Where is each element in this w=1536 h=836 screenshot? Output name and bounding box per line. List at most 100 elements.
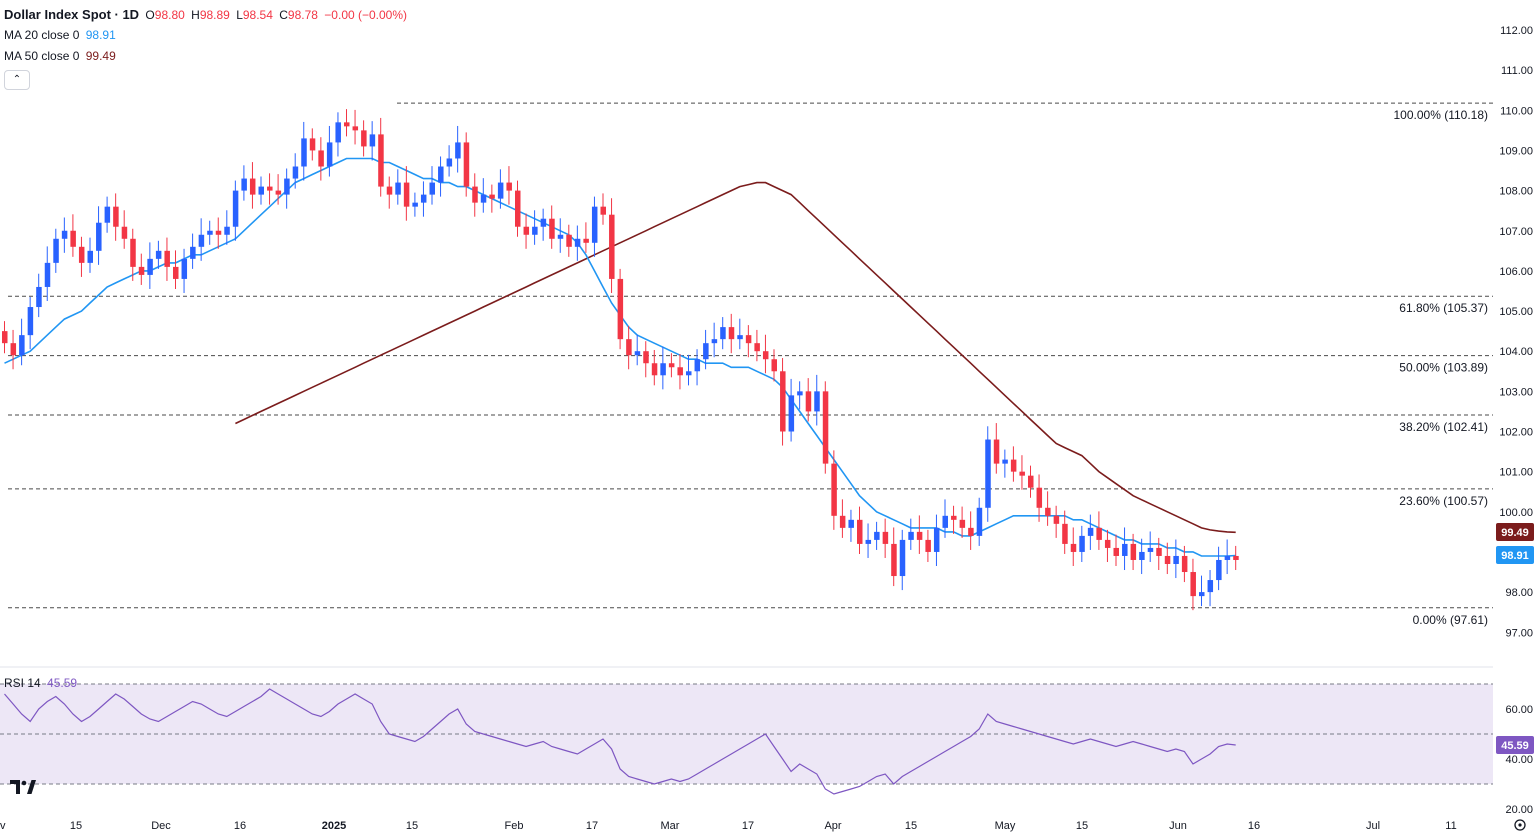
price-tick-3: 109.00 <box>1499 145 1533 157</box>
candle-body-128 <box>1096 527 1102 540</box>
candle-body-21 <box>181 258 188 279</box>
candle-body-135 <box>1156 547 1162 556</box>
candle-body-92 <box>788 395 795 432</box>
price-tick-12: 100.00 <box>1499 507 1533 519</box>
candle-body-36 <box>309 138 316 151</box>
candle-body-63 <box>540 218 547 227</box>
candle-body-111 <box>951 515 957 520</box>
time-label-4: 2025 <box>322 820 346 832</box>
close-label: C <box>279 8 288 22</box>
candle-body-60 <box>515 190 521 227</box>
ma50-price-badge: 99.49 <box>1501 527 1529 539</box>
fib-label-1: 61.80% (105.37) <box>1399 301 1488 315</box>
candle-body-114 <box>976 507 983 536</box>
price-tick-1: 111.00 <box>1501 65 1533 77</box>
candle-body-97 <box>831 463 837 516</box>
rsi-tick-1: 40.00 <box>1505 754 1533 766</box>
candle-body-99 <box>848 519 854 528</box>
ma20-value: 98.91 <box>85 28 116 42</box>
candle-body-120 <box>1028 475 1034 488</box>
time-label-10: Apr <box>824 820 841 832</box>
candle-body-138 <box>1181 555 1188 573</box>
rsi-pane <box>0 666 1493 795</box>
candle-body-45 <box>386 186 393 195</box>
candle-body-98 <box>839 515 846 528</box>
candle-body-113 <box>968 527 974 536</box>
candlesticks <box>2 109 1239 611</box>
time-label-2: Dec <box>151 820 171 832</box>
time-label-16: Jul <box>1366 820 1380 832</box>
low-value: 98.54 <box>242 8 273 22</box>
candle-body-24 <box>207 230 213 235</box>
candle-body-3 <box>27 307 34 336</box>
candle-body-6 <box>53 238 59 263</box>
price-tick-5: 107.00 <box>1499 226 1533 238</box>
candle-body-73 <box>626 339 632 356</box>
ma20-legend[interactable]: MA 20 close 0 98.91 <box>4 27 119 43</box>
candle-body-104 <box>891 543 897 577</box>
rsi-legend[interactable]: RSI 14 45.59 <box>4 675 80 691</box>
price-tick-4: 108.00 <box>1499 186 1533 198</box>
candle-body-50 <box>429 182 435 195</box>
candle-body-84 <box>720 327 726 340</box>
candle-body-82 <box>703 343 709 360</box>
candle-body-25 <box>215 230 222 235</box>
candle-body-68 <box>583 238 589 243</box>
gear-icon[interactable] <box>1514 819 1526 831</box>
candle-body-139 <box>1190 572 1196 597</box>
fibonacci-levels: 100.00% (110.18) 61.80% (105.37) 50.00% (1… <box>8 102 1493 627</box>
high-label: H <box>191 8 200 22</box>
candle-body-118 <box>1010 459 1017 472</box>
rsi-line <box>4 688 1236 795</box>
candle-body-116 <box>993 439 1000 464</box>
candle-body-23 <box>198 234 205 247</box>
candle-body-119 <box>1019 471 1025 476</box>
time-label-7: 17 <box>586 820 598 832</box>
fib-label-5: 0.00% (97.61) <box>1413 613 1488 627</box>
rsi-label: RSI 14 <box>4 676 41 690</box>
candle-body-112 <box>959 519 966 528</box>
candle-body-40 <box>344 122 350 127</box>
candle-body-15 <box>130 238 136 267</box>
candle-body-11 <box>96 222 102 251</box>
collapse-legend-button[interactable]: ⌃ <box>4 70 30 90</box>
time-label-11: 15 <box>905 820 917 832</box>
change-value: −0.00 (−0.00%) <box>324 8 408 22</box>
candle-body-32 <box>275 190 282 195</box>
symbol-title: Dollar Index Spot · 1D <box>4 7 140 22</box>
candle-body-117 <box>1002 459 1008 464</box>
low-label: L <box>236 8 243 22</box>
price-tick-2: 110.00 <box>1500 105 1533 117</box>
candle-body-55 <box>472 186 478 203</box>
candle-body-62 <box>532 226 538 235</box>
candle-body-105 <box>899 539 906 577</box>
candle-body-100 <box>857 519 863 544</box>
candle-body-124 <box>1062 523 1068 544</box>
moving-averages <box>4 157 1236 557</box>
candle-body-52 <box>446 158 453 167</box>
rsi-tick-0: 60.00 <box>1505 704 1533 716</box>
candle-body-90 <box>771 359 777 372</box>
rsi-tick-2: 20.00 <box>1505 804 1533 816</box>
price-tick-14: 97.00 <box>1505 627 1533 639</box>
candle-body-83 <box>711 339 718 344</box>
ma50-legend[interactable]: MA 50 close 0 99.49 <box>4 48 119 64</box>
close-value: 98.78 <box>287 8 318 22</box>
candle-body-134 <box>1147 547 1154 552</box>
fib-label-0: 100.00% (110.18) <box>1393 108 1488 122</box>
candle-body-108 <box>925 539 931 552</box>
time-label-9: 17 <box>742 820 754 832</box>
tradingview-logo-icon[interactable] <box>10 778 36 796</box>
candle-body-79 <box>677 367 683 376</box>
candle-body-103 <box>882 531 889 544</box>
price-tick-11: 101.00 <box>1499 467 1533 479</box>
candle-body-14 <box>121 226 128 239</box>
time-label-0: v <box>0 820 6 832</box>
time-label-8: Mar <box>661 820 680 832</box>
candle-body-133 <box>1139 551 1145 560</box>
candle-body-61 <box>523 226 530 235</box>
ma50-value: 99.49 <box>85 49 116 63</box>
candle-body-81 <box>694 359 701 372</box>
candle-body-41 <box>352 126 359 131</box>
